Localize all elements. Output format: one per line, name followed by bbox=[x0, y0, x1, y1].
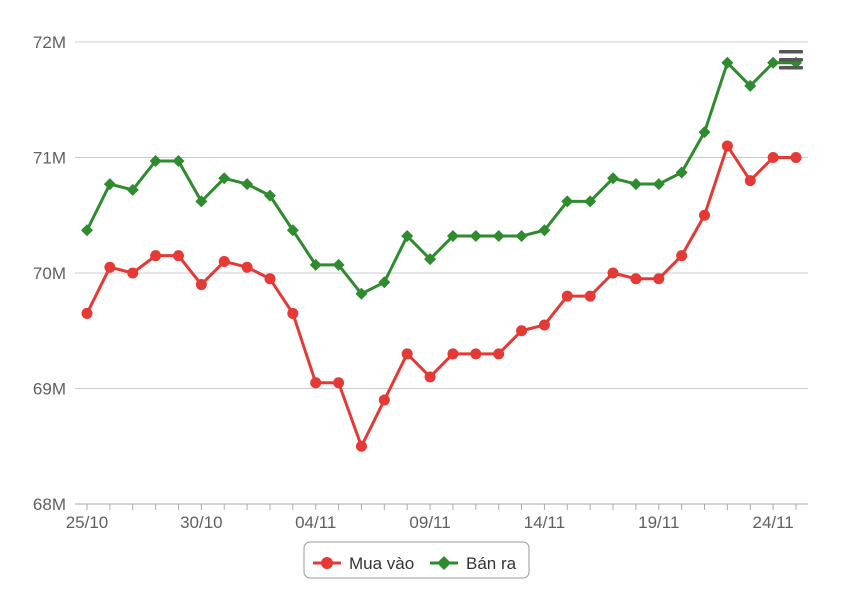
x-tick-label: 24/11 bbox=[752, 513, 793, 532]
data-point[interactable] bbox=[264, 273, 276, 285]
data-point[interactable] bbox=[767, 56, 780, 69]
data-point[interactable] bbox=[81, 224, 93, 237]
x-tick-label: 25/10 bbox=[66, 513, 109, 532]
data-point[interactable] bbox=[355, 440, 367, 452]
data-point[interactable] bbox=[538, 319, 550, 331]
data-point[interactable] bbox=[287, 307, 299, 319]
data-point[interactable] bbox=[721, 56, 734, 69]
data-point[interactable] bbox=[149, 154, 162, 167]
data-point[interactable] bbox=[127, 267, 139, 279]
data-point[interactable] bbox=[790, 152, 802, 163]
data-point[interactable] bbox=[744, 175, 756, 187]
x-tick-label: 09/11 bbox=[409, 513, 450, 532]
data-point[interactable] bbox=[744, 79, 757, 92]
data-point[interactable] bbox=[401, 348, 413, 360]
data-point[interactable] bbox=[447, 348, 459, 360]
data-point[interactable] bbox=[104, 261, 116, 273]
x-tick-label: 04/11 bbox=[295, 513, 336, 532]
data-point[interactable] bbox=[195, 195, 208, 208]
data-point[interactable] bbox=[309, 258, 322, 271]
data-point[interactable] bbox=[355, 287, 368, 300]
y-tick-label: 70M bbox=[33, 264, 66, 283]
x-tick-label: 19/11 bbox=[638, 513, 679, 532]
data-point[interactable] bbox=[515, 230, 528, 243]
data-point[interactable] bbox=[263, 189, 276, 202]
data-point[interactable] bbox=[492, 230, 505, 243]
data-point[interactable] bbox=[675, 166, 688, 179]
data-point[interactable] bbox=[470, 348, 482, 360]
x-tick-label: 30/10 bbox=[180, 513, 223, 532]
y-tick-label: 71M bbox=[33, 149, 66, 168]
data-point[interactable] bbox=[81, 307, 93, 319]
data-point[interactable] bbox=[767, 152, 779, 163]
data-point[interactable] bbox=[332, 258, 345, 271]
data-point[interactable] bbox=[561, 290, 573, 302]
data-point[interactable] bbox=[103, 178, 116, 191]
data-point[interactable] bbox=[653, 273, 665, 285]
y-tick-label: 69M bbox=[33, 380, 66, 399]
data-point[interactable] bbox=[652, 178, 665, 191]
y-axis-labels: 72M 71M 70M 69M 68M bbox=[33, 33, 66, 514]
series-ban-ra bbox=[81, 56, 802, 300]
data-point[interactable] bbox=[516, 325, 528, 337]
data-point[interactable] bbox=[607, 267, 619, 279]
data-point[interactable] bbox=[469, 230, 482, 243]
data-point[interactable] bbox=[629, 178, 642, 191]
data-point[interactable] bbox=[241, 178, 254, 191]
series-group bbox=[81, 56, 802, 452]
data-point[interactable] bbox=[446, 230, 459, 243]
data-point[interactable] bbox=[195, 279, 207, 291]
data-point[interactable] bbox=[584, 195, 597, 208]
data-point[interactable] bbox=[538, 224, 551, 237]
legend-label-ban-ra: Bán ra bbox=[466, 554, 517, 573]
data-point[interactable] bbox=[607, 172, 620, 185]
data-point[interactable] bbox=[286, 224, 299, 237]
data-point[interactable] bbox=[126, 183, 139, 196]
legend-label-mua-vao: Mua vào bbox=[349, 554, 414, 573]
data-point[interactable] bbox=[676, 250, 688, 262]
series-mua-vao bbox=[81, 140, 802, 452]
legend-box bbox=[303, 541, 530, 579]
data-point[interactable] bbox=[150, 250, 162, 262]
data-point[interactable] bbox=[424, 253, 437, 266]
data-point[interactable] bbox=[218, 172, 231, 185]
data-point[interactable] bbox=[172, 250, 184, 262]
data-point[interactable] bbox=[630, 273, 642, 285]
data-point[interactable] bbox=[401, 230, 414, 243]
data-point[interactable] bbox=[699, 209, 711, 221]
data-point[interactable] bbox=[584, 290, 596, 302]
data-point[interactable] bbox=[378, 394, 390, 406]
y-tick-label: 68M bbox=[33, 495, 66, 514]
grid-lines bbox=[75, 41, 808, 389]
data-point[interactable] bbox=[561, 195, 574, 208]
data-point[interactable] bbox=[698, 126, 711, 139]
x-tick-label: 14/11 bbox=[524, 513, 565, 532]
data-point[interactable] bbox=[333, 377, 345, 389]
legend-item-ban-ra[interactable]: Bán ra bbox=[430, 554, 517, 573]
data-point[interactable] bbox=[721, 140, 733, 152]
data-point[interactable] bbox=[378, 276, 391, 289]
series-line bbox=[85, 144, 796, 448]
hamburger-menu-icon bbox=[779, 50, 803, 70]
legend-marker-circle-icon bbox=[321, 557, 333, 569]
y-tick-label: 72M bbox=[33, 33, 66, 52]
data-point[interactable] bbox=[172, 154, 185, 167]
data-point[interactable] bbox=[218, 255, 230, 267]
data-point[interactable] bbox=[493, 348, 505, 360]
legend-item-mua-vao[interactable]: Mua vào bbox=[313, 554, 414, 573]
legend-marker-diamond-icon bbox=[437, 556, 451, 570]
data-point[interactable] bbox=[241, 261, 253, 273]
data-point[interactable] bbox=[310, 377, 322, 389]
x-axis-labels: 25/10 30/10 04/11 09/11 14/11 19/11 24/11 bbox=[66, 504, 797, 532]
chart-menu-button[interactable] bbox=[774, 44, 808, 74]
data-point[interactable] bbox=[424, 371, 436, 383]
chart-legend: Mua vào Bán ra bbox=[303, 541, 530, 579]
series-line bbox=[85, 61, 796, 296]
